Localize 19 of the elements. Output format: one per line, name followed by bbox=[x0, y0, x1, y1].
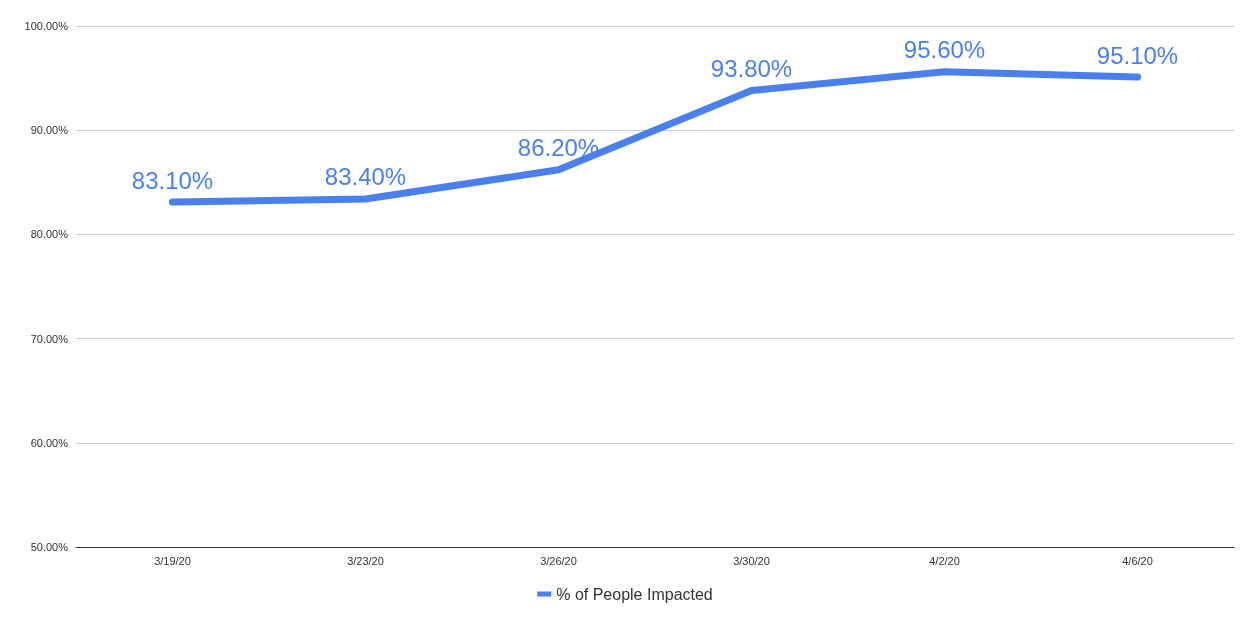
y-tick-label: 70.00% bbox=[30, 332, 69, 345]
y-tick-label: 100.00% bbox=[24, 20, 69, 32]
y-tick-label: 80.00% bbox=[30, 228, 69, 241]
y-tick-label: 50.00% bbox=[30, 541, 69, 553]
legend-label: % of People Impacted bbox=[556, 585, 713, 603]
data-label: 86.20% bbox=[517, 134, 600, 162]
data-label: 95.60% bbox=[903, 36, 986, 64]
y-tick-label: 90.00% bbox=[30, 124, 69, 137]
x-tick-label: 4/6/20 bbox=[1122, 554, 1153, 567]
x-tick-label: 4/2/20 bbox=[929, 554, 960, 567]
x-tick-label: 3/30/20 bbox=[733, 554, 770, 567]
data-label: 95.10% bbox=[1096, 41, 1179, 69]
data-label: 93.80% bbox=[710, 55, 793, 83]
data-label: 83.40% bbox=[324, 163, 407, 191]
data-label: 83.10% bbox=[131, 166, 214, 194]
x-tick-label: 3/26/20 bbox=[540, 554, 577, 567]
x-tick-label: 3/19/20 bbox=[154, 554, 191, 567]
y-tick-label: 60.00% bbox=[30, 436, 69, 449]
x-tick-label: 3/23/20 bbox=[347, 554, 384, 567]
